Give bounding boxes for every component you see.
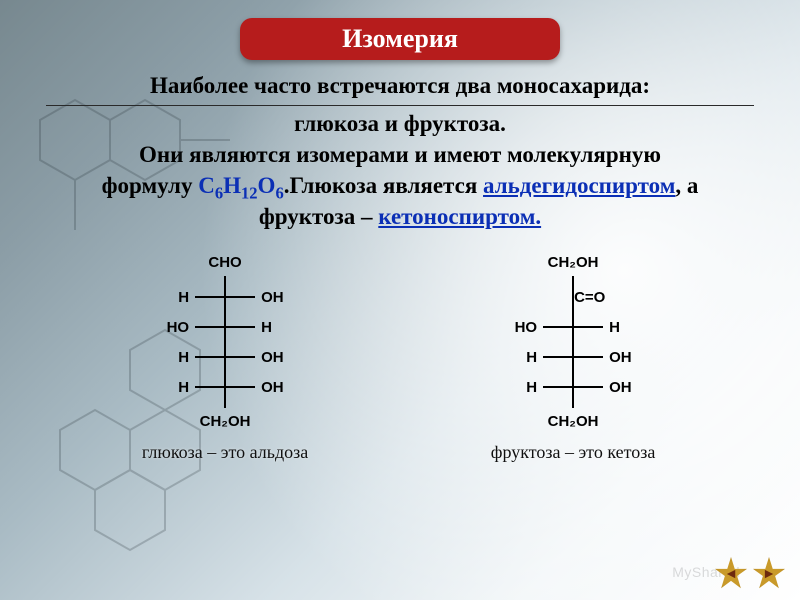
diagrams-row: CHO H OH HO H H OH	[28, 252, 772, 463]
glucose-r4-bond-r	[225, 386, 255, 388]
molecular-formula: C6H12O6	[198, 173, 284, 198]
glucose-r1-bond-l	[195, 296, 225, 298]
body-text: Наиболее часто встречаются два моносахар…	[28, 70, 772, 232]
glucose-block: CHO H OH HO H H OH	[142, 252, 308, 463]
glucose-caption: глюкоза – это альдоза	[142, 442, 308, 463]
fructose-row-3: H OH	[488, 376, 658, 398]
nav-next-button[interactable]: ►	[752, 556, 786, 590]
fructose-r2-bond-r	[573, 356, 603, 358]
formula-o-n: 6	[275, 184, 283, 203]
link-aldehyde-alcohol[interactable]: альдегидоспиртом	[483, 173, 675, 198]
fructose-r1-right: H	[603, 319, 658, 336]
glucose-r4-left: H	[145, 379, 195, 396]
glucose-r2-left: HO	[145, 319, 195, 336]
glucose-r1-right: OH	[255, 289, 305, 306]
link-keto-alcohol[interactable]: кетоноспиртом.	[378, 204, 541, 229]
glucose-top: CHO	[208, 254, 241, 271]
formula-h: H	[223, 173, 241, 198]
glucose-row-4: H OH	[145, 376, 305, 398]
slide: Изомерия Наиболее часто встречаются два …	[0, 0, 800, 600]
formula-c-n: 6	[215, 184, 223, 203]
fructose-r2-left: H	[488, 349, 543, 366]
fructose-row-2: H OH	[488, 346, 658, 368]
glucose-r4-right: OH	[255, 379, 305, 396]
line-4-mid: .Глюкоза является	[284, 173, 483, 198]
glucose-r1-bond-r	[225, 296, 255, 298]
line-5-pre: фруктоза –	[259, 204, 378, 229]
line-3: Они являются изомерами и имеют молекуляр…	[38, 139, 762, 170]
fructose-r1-bond-r	[573, 326, 603, 328]
glucose-r2-bond-r	[225, 326, 255, 328]
fructose-co: C=O	[572, 289, 658, 306]
fructose-r1-left: HO	[488, 319, 543, 336]
line-4-pre: формулу	[102, 173, 199, 198]
glucose-row-1: H OH	[145, 286, 305, 308]
line-5: фруктоза – кетоноспиртом.	[38, 201, 762, 232]
glucose-r4-bond-l	[195, 386, 225, 388]
fructose-r3-bond-r	[573, 386, 603, 388]
formula-h-n: 12	[241, 184, 258, 203]
fructose-r3-right: OH	[603, 379, 658, 396]
glucose-r3-left: H	[145, 349, 195, 366]
title-pill: Изомерия	[240, 18, 560, 60]
glucose-bottom: CH₂OH	[200, 413, 251, 430]
divider	[46, 105, 754, 106]
fructose-co-row: C=O	[488, 286, 658, 308]
glucose-row-3: H OH	[145, 346, 305, 368]
formula-o: O	[258, 173, 276, 198]
glucose-r2-bond-l	[195, 326, 225, 328]
fructose-row-1: HO H	[488, 316, 658, 338]
nav-prev-button[interactable]: ◄	[714, 556, 748, 590]
fructose-caption: фруктоза – это кетоза	[488, 442, 658, 463]
line-2: глюкоза и фруктоза.	[38, 108, 762, 139]
fructose-r2-right: OH	[603, 349, 658, 366]
fructose-r2-bond-l	[543, 356, 573, 358]
fructose-r1-bond-l	[543, 326, 573, 328]
title-text: Изомерия	[342, 24, 458, 53]
glucose-r3-right: OH	[255, 349, 305, 366]
fructose-fischer: CH₂OH C=O HO H H OH	[488, 252, 658, 432]
glucose-r3-bond-r	[225, 356, 255, 358]
fructose-bottom: CH₂OH	[548, 413, 599, 430]
formula-c: C	[198, 173, 215, 198]
fructose-r3-bond-l	[543, 386, 573, 388]
glucose-row-2: HO H	[145, 316, 305, 338]
glucose-r3-bond-l	[195, 356, 225, 358]
line-1: Наиболее часто встречаются два моносахар…	[38, 70, 762, 101]
fructose-r3-left: H	[488, 379, 543, 396]
line-4-post: , а	[675, 173, 698, 198]
fructose-block: CH₂OH C=O HO H H OH	[488, 252, 658, 463]
line-4: формулу C6H12O6.Глюкоза является альдеги…	[38, 170, 762, 201]
glucose-r2-right: H	[255, 319, 305, 336]
chevron-left-icon: ◄	[724, 565, 738, 581]
nav-arrows: ◄ ►	[714, 556, 786, 590]
glucose-r1-left: H	[145, 289, 195, 306]
chevron-right-icon: ►	[762, 565, 776, 581]
fructose-top: CH₂OH	[548, 254, 599, 271]
glucose-fischer: CHO H OH HO H H OH	[145, 252, 305, 432]
